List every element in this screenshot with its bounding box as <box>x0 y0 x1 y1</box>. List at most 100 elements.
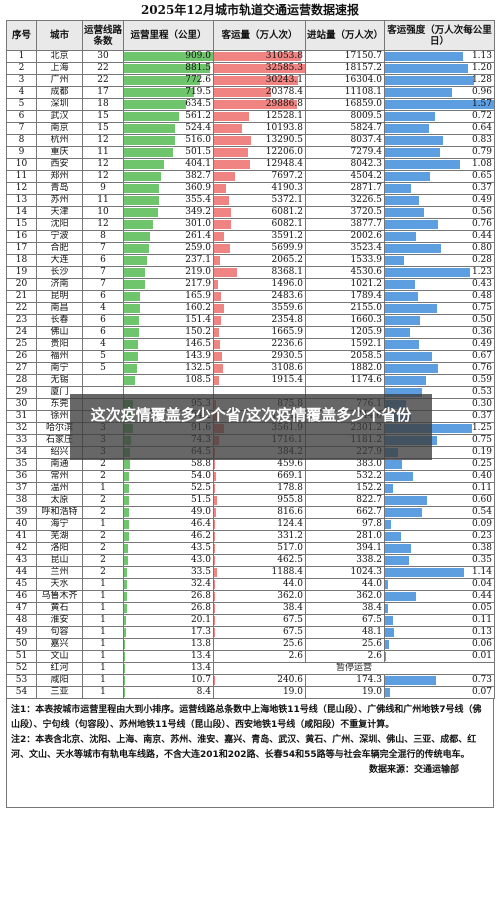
row-mileage: 58.8 <box>123 458 214 471</box>
row-lines: 1 <box>82 482 124 495</box>
row-volume-bar <box>214 496 217 505</box>
row-mileage-bar <box>124 160 164 169</box>
row-city: 黄石 <box>36 602 83 615</box>
suspended-note: 暂停运营 <box>213 662 495 675</box>
row-intensity: 0.76 <box>384 362 495 375</box>
row-mileage-bar <box>124 556 129 565</box>
row-mileage: 301.0 <box>123 218 214 231</box>
row-index: 1 <box>6 50 37 63</box>
row-intensity: 1.13 <box>384 50 495 63</box>
row-intensity-bar <box>385 688 390 697</box>
row-intensity: 0.79 <box>384 146 495 159</box>
row-mileage-bar <box>124 544 129 553</box>
row-mileage-bar <box>124 376 135 385</box>
row-volume-bar <box>214 64 305 73</box>
row-lines: 6 <box>82 326 124 339</box>
row-volume: 44.0 <box>213 578 306 591</box>
row-volume-bar <box>214 304 224 313</box>
table-row: 14 天津 10 349.2 6081.2 3720.5 0.56 <box>6 206 495 219</box>
row-entry-value: 662.7 <box>356 507 382 518</box>
table-row: 21 昆明 6 165.9 2483.6 1789.4 0.48 <box>6 290 495 303</box>
row-entry: 44.0 <box>305 578 385 591</box>
row-entry-value: 18157.2 <box>344 63 382 74</box>
row-mileage-bar <box>124 508 129 517</box>
row-city: 淮安 <box>36 614 83 627</box>
row-volume-value: 2.6 <box>288 651 303 662</box>
row-mileage: 259.0 <box>123 242 214 255</box>
row-mileage-value: 165.9 <box>185 291 211 302</box>
row-city: 青岛 <box>36 182 83 195</box>
row-entry: 8042.3 <box>305 158 385 171</box>
row-mileage: 881.5 <box>123 62 214 75</box>
row-lines: 10 <box>82 206 124 219</box>
row-lines: 7 <box>82 278 124 291</box>
row-mileage: 43.5 <box>123 542 214 555</box>
row-mileage-bar <box>124 364 137 373</box>
row-entry-value: 3877.7 <box>350 219 383 230</box>
row-index: 12 <box>6 182 37 195</box>
row-volume-value: 124.4 <box>277 519 303 530</box>
row-entry: 18157.2 <box>305 62 385 75</box>
row-index: 13 <box>6 194 37 207</box>
row-volume-bar <box>214 352 223 361</box>
row-lines: 1 <box>82 614 124 627</box>
row-intensity-value: 0.05 <box>471 603 492 614</box>
row-intensity: 0.07 <box>384 686 495 699</box>
row-entry-value: 383.0 <box>356 459 382 470</box>
row-volume: 178.8 <box>213 482 306 495</box>
row-index: 17 <box>6 242 37 255</box>
row-volume-value: 3559.6 <box>271 303 304 314</box>
row-mileage-value: 108.5 <box>185 375 211 386</box>
row-entry-value: 1592.1 <box>350 339 383 350</box>
row-city: 红河 <box>36 662 83 675</box>
row-intensity-value: 0.76 <box>471 219 492 230</box>
row-mileage-value: 150.2 <box>185 327 211 338</box>
row-volume-value: 67.5 <box>282 615 303 626</box>
row-entry: 25.6 <box>305 638 385 651</box>
row-intensity-value: 0.09 <box>471 519 492 530</box>
row-entry-value: 4530.6 <box>350 267 383 278</box>
row-intensity-bar <box>385 244 441 253</box>
row-lines: 1 <box>82 686 124 699</box>
row-intensity: 0.67 <box>384 350 495 363</box>
table-row: 19 长沙 7 219.0 8368.1 4530.6 1.23 <box>6 266 495 279</box>
row-volume-value: 2483.6 <box>271 291 304 302</box>
table-row: 49 句容 1 17.3 67.5 48.1 0.13 <box>6 626 495 639</box>
row-mileage-value: 151.4 <box>185 315 211 326</box>
data-source: 数据来源：交通运输部 <box>368 765 459 775</box>
row-intensity: 0.28 <box>384 254 495 267</box>
row-volume: 3108.6 <box>213 362 306 375</box>
row-city: 常州 <box>36 470 83 483</box>
row-intensity-bar <box>385 568 465 577</box>
row-mileage: 20.1 <box>123 614 214 627</box>
row-intensity-value: 0.79 <box>471 147 492 158</box>
row-entry-value: 1174.6 <box>350 375 383 386</box>
row-city: 昆明 <box>36 290 83 303</box>
row-intensity-value: 0.75 <box>471 303 492 314</box>
row-mileage-value: 259.0 <box>185 243 211 254</box>
row-lines: 6 <box>82 314 124 327</box>
row-intensity-value: 0.56 <box>471 207 492 218</box>
row-intensity-value: 0.75 <box>471 435 492 446</box>
row-intensity-bar <box>385 136 443 145</box>
row-entry: 19.0 <box>305 686 385 699</box>
row-mileage-bar <box>124 496 130 505</box>
row-intensity: 0.48 <box>384 290 495 303</box>
row-mileage-value: 26.8 <box>190 603 211 614</box>
row-mileage-value: 501.5 <box>185 147 211 158</box>
row-city: 苏州 <box>36 194 83 207</box>
table-row: 3 广州 22 772.6 30243.1 16304.0 1.28 <box>6 74 495 87</box>
row-volume: 10193.8 <box>213 122 306 135</box>
row-volume-value: 30243.1 <box>265 75 303 86</box>
table-row: 39 呼和浩特 2 49.0 816.6 662.7 0.54 <box>6 506 495 519</box>
row-mileage-bar <box>124 532 129 541</box>
row-volume: 13290.5 <box>213 134 306 147</box>
table-row: 9 重庆 11 501.5 12206.0 7279.4 0.79 <box>6 146 495 159</box>
row-entry: 362.0 <box>305 590 385 603</box>
row-index: 54 <box>6 686 37 699</box>
row-intensity-bar <box>385 292 419 301</box>
row-mileage-bar <box>124 88 195 97</box>
row-intensity: 1.57 <box>384 98 495 111</box>
row-intensity-value: 0.72 <box>471 111 492 122</box>
row-entry: 16304.0 <box>305 74 385 87</box>
